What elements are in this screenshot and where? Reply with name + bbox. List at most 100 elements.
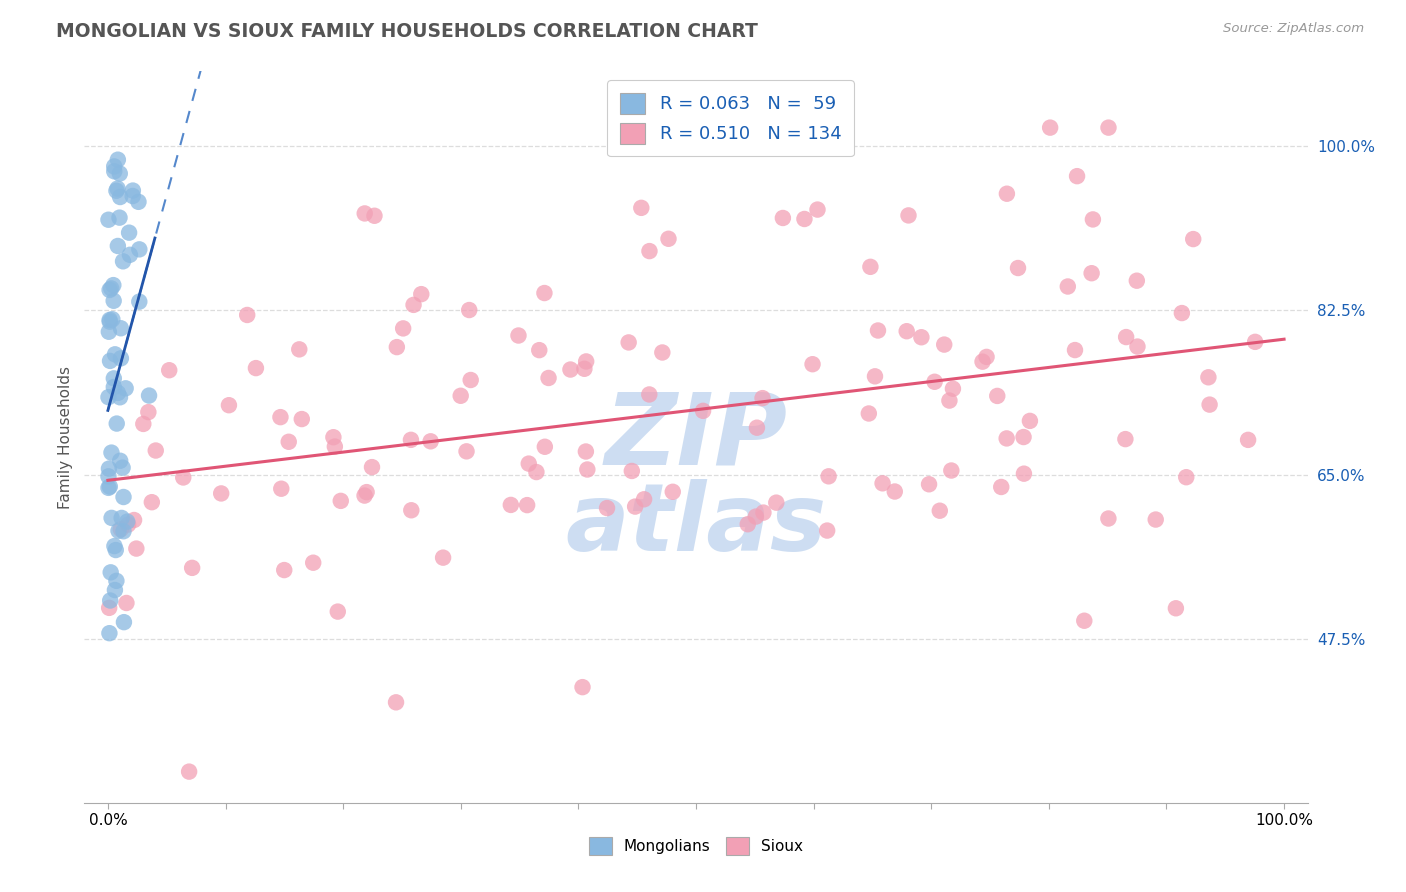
Point — [218, 398, 240, 412]
Point — [801, 357, 824, 371]
Point — [209, 486, 232, 500]
Point — [526, 465, 548, 479]
Point — [117, 517, 139, 532]
Point — [576, 462, 599, 476]
Point — [456, 444, 478, 458]
Point — [574, 361, 596, 376]
Point — [326, 605, 349, 619]
Point — [1244, 334, 1267, 349]
Point — [141, 495, 163, 509]
Point — [995, 186, 1018, 201]
Point — [101, 312, 124, 326]
Point — [104, 347, 127, 361]
Point — [122, 513, 145, 527]
Point — [1064, 343, 1087, 357]
Point — [302, 556, 325, 570]
Point — [986, 389, 1008, 403]
Point — [121, 189, 143, 203]
Point — [361, 460, 384, 475]
Point — [132, 417, 155, 431]
Point — [138, 405, 160, 419]
Point — [1080, 266, 1102, 280]
Point — [103, 160, 125, 174]
Point — [108, 211, 131, 225]
Point — [624, 500, 647, 514]
Point — [1182, 232, 1205, 246]
Point — [128, 294, 150, 309]
Point — [385, 695, 408, 709]
Point — [322, 430, 344, 444]
Point — [560, 362, 582, 376]
Point — [817, 469, 839, 483]
Text: atlas: atlas — [565, 479, 827, 571]
Point — [910, 330, 932, 344]
Point — [1126, 274, 1149, 288]
Point — [1039, 120, 1062, 135]
Point — [941, 463, 963, 477]
Point — [1073, 614, 1095, 628]
Point — [98, 313, 121, 327]
Point — [97, 325, 120, 339]
Point — [638, 387, 661, 401]
Point — [105, 574, 128, 588]
Point — [107, 239, 129, 253]
Point — [98, 593, 121, 607]
Point — [179, 764, 201, 779]
Point — [236, 308, 259, 322]
Point — [392, 321, 415, 335]
Point — [103, 539, 125, 553]
Point — [402, 298, 425, 312]
Point — [858, 407, 880, 421]
Point — [399, 433, 422, 447]
Point — [651, 345, 673, 359]
Point — [108, 167, 131, 181]
Point — [990, 480, 1012, 494]
Point — [103, 371, 125, 385]
Point — [575, 444, 598, 458]
Point — [972, 354, 994, 368]
Text: ZIP: ZIP — [605, 389, 787, 485]
Point — [108, 390, 131, 404]
Point — [575, 354, 598, 368]
Point — [411, 287, 433, 301]
Point — [157, 363, 180, 377]
Point — [100, 281, 122, 295]
Point — [499, 498, 522, 512]
Point — [245, 361, 267, 376]
Point — [356, 485, 378, 500]
Point — [1114, 432, 1136, 446]
Point — [1175, 470, 1198, 484]
Point — [288, 343, 311, 357]
Point — [692, 404, 714, 418]
Point — [103, 380, 125, 394]
Point — [107, 153, 129, 167]
Point — [270, 482, 292, 496]
Point — [661, 484, 683, 499]
Point — [145, 443, 167, 458]
Point — [737, 517, 759, 532]
Point — [353, 206, 375, 220]
Point — [630, 201, 652, 215]
Point — [329, 494, 352, 508]
Point — [751, 391, 773, 405]
Point — [534, 440, 557, 454]
Point — [112, 615, 135, 629]
Point — [793, 211, 815, 226]
Point — [97, 390, 120, 404]
Text: MONGOLIAN VS SIOUX FAMILY HOUSEHOLDS CORRELATION CHART: MONGOLIAN VS SIOUX FAMILY HOUSEHOLDS COR… — [56, 22, 758, 41]
Point — [752, 506, 775, 520]
Point — [100, 511, 122, 525]
Point — [112, 254, 135, 268]
Point — [866, 324, 889, 338]
Point — [537, 371, 560, 385]
Point — [772, 211, 794, 225]
Point — [97, 212, 120, 227]
Point — [111, 511, 134, 525]
Point — [108, 454, 131, 468]
Legend: Mongolians, Sioux: Mongolians, Sioux — [582, 831, 810, 861]
Point — [571, 680, 593, 694]
Point — [103, 278, 125, 293]
Point — [172, 470, 194, 484]
Point — [291, 412, 314, 426]
Point — [107, 524, 129, 538]
